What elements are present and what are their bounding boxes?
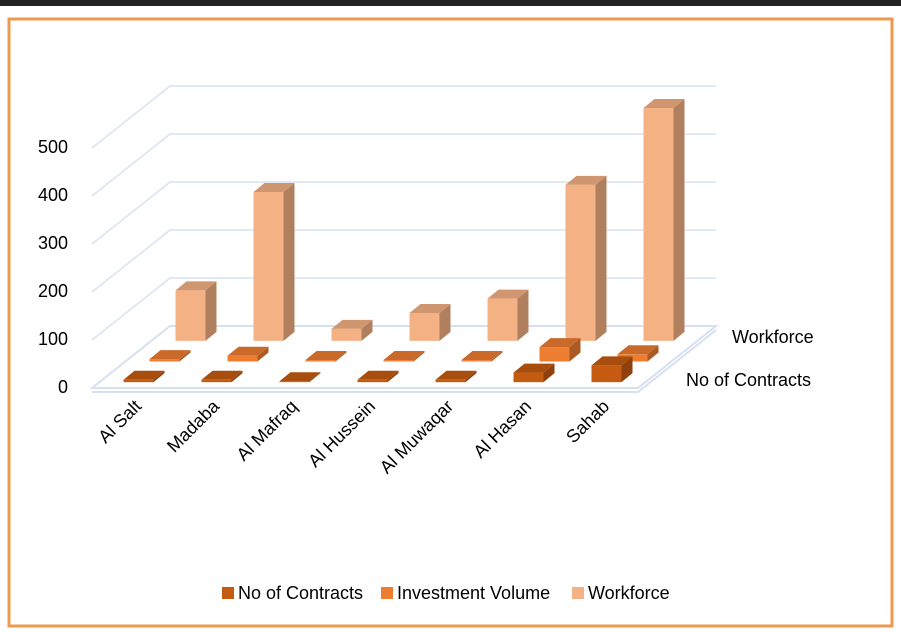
- bar-front: [331, 328, 362, 341]
- bar-side: [673, 99, 685, 341]
- bar-top: [149, 350, 191, 360]
- bar-side: [595, 175, 607, 341]
- legend-label: Investment Volume: [397, 583, 550, 603]
- y-tick-label: 200: [38, 281, 68, 301]
- bar-top: [175, 281, 217, 291]
- cropped-title: [0, 0, 901, 6]
- legend-swatch: [222, 587, 234, 599]
- bar-top: [591, 356, 633, 366]
- bar-top: [383, 351, 425, 361]
- bar-front: [279, 381, 310, 383]
- bar-top: [201, 370, 243, 380]
- legend-swatch: [381, 587, 393, 599]
- bar-front: [383, 360, 414, 362]
- bar-front: [461, 360, 492, 362]
- bar-side: [465, 370, 477, 383]
- y-tick-label: 0: [58, 377, 68, 397]
- bar-side: [387, 370, 399, 383]
- bar-side: [231, 370, 243, 383]
- bar-side: [517, 289, 529, 341]
- bar-top: [253, 183, 295, 193]
- bar-side: [205, 281, 217, 341]
- bar-front: [175, 290, 206, 341]
- bar-side: [647, 345, 659, 362]
- bar-top: [331, 319, 373, 329]
- grid-line: [91, 277, 716, 341]
- bar-top: [227, 346, 269, 356]
- bar-top: [435, 370, 477, 380]
- bar-front: [435, 379, 466, 383]
- bar-front: [591, 365, 622, 383]
- bar-top: [123, 370, 165, 380]
- bar-side: [361, 319, 373, 341]
- bar-top: [461, 351, 503, 361]
- bar-front: [305, 360, 336, 362]
- bar-side: [335, 351, 347, 362]
- bar-front: [513, 372, 544, 383]
- bar-side: [491, 351, 503, 362]
- legend-swatch: [572, 587, 584, 599]
- bar-front: [487, 298, 518, 341]
- bar-side: [569, 338, 581, 362]
- bar-front: [565, 184, 596, 341]
- legend-label: Workforce: [588, 583, 670, 603]
- bar-side: [413, 351, 425, 362]
- bar-front: [201, 379, 232, 383]
- bar-top: [617, 345, 659, 355]
- bar-front: [409, 312, 440, 341]
- bar-top: [279, 372, 321, 382]
- bar-top: [565, 175, 607, 185]
- floor-edge: [637, 329, 717, 393]
- bar-front: [643, 108, 674, 341]
- bar-side: [179, 350, 191, 362]
- bar-top: [357, 370, 399, 380]
- bar-front: [227, 355, 258, 362]
- bar-top: [539, 338, 581, 348]
- grid-line: [91, 181, 716, 245]
- bar-side: [543, 363, 555, 383]
- depth-label: Workforce: [732, 327, 814, 347]
- bar-side: [309, 372, 321, 383]
- y-tick-label: 100: [38, 329, 68, 349]
- grid-line: [91, 85, 716, 149]
- bar-top: [487, 289, 529, 299]
- bar-side: [439, 303, 451, 341]
- bar-front: [357, 379, 388, 383]
- bar-front: [253, 192, 284, 341]
- bar-top: [305, 351, 347, 361]
- bar-side: [283, 183, 295, 341]
- y-tick-label: 500: [38, 137, 68, 157]
- grid-line: [91, 133, 716, 197]
- bar-top: [513, 363, 555, 373]
- bar-front: [539, 347, 570, 362]
- bar-front: [149, 359, 180, 362]
- bar-front: [123, 379, 154, 383]
- floor: [89, 325, 719, 389]
- bar-side: [257, 346, 269, 362]
- bar-top: [409, 303, 451, 313]
- bar-side: [621, 356, 633, 383]
- bar-top: [643, 99, 685, 109]
- legend-label: No of Contracts: [238, 583, 363, 603]
- depth-label: No of Contracts: [686, 370, 811, 390]
- y-tick-label: 300: [38, 233, 68, 253]
- grid-line: [91, 229, 716, 293]
- y-tick-label: 400: [38, 185, 68, 205]
- bar-side: [153, 370, 165, 383]
